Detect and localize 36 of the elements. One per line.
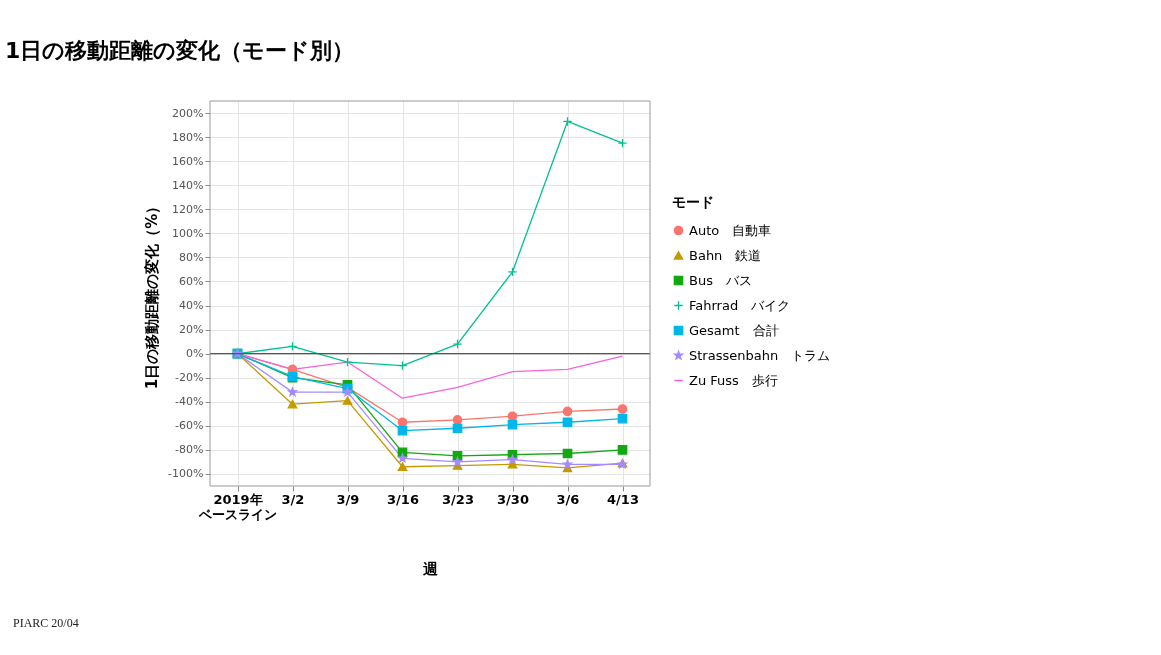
legend-label: Gesamt 合計: [689, 322, 779, 338]
y-tick-label: 60%: [179, 274, 204, 288]
x-tick-label: 3/6: [556, 491, 580, 507]
y-tick-label: 200%: [172, 106, 204, 120]
legend-title: モード: [672, 194, 714, 210]
legend-label: Bahn 鉄道: [689, 247, 762, 263]
x-tick-label: 2019年ベースライン: [198, 491, 277, 522]
chart-title: 1日の移動距離の変化（モード別）: [5, 38, 355, 63]
legend-label: Auto 自動車: [689, 222, 772, 238]
y-tick-label: -60%: [175, 419, 204, 433]
x-tick-label: 3/16: [387, 491, 419, 507]
y-tick-label: -100%: [168, 467, 204, 481]
x-tick-label: 4/13: [607, 491, 639, 507]
y-tick-label: 180%: [172, 130, 204, 144]
y-tick-label: 120%: [172, 202, 204, 216]
x-tick-label: 3/30: [497, 491, 529, 507]
legend-label: Zu Fuss 歩行: [689, 372, 778, 388]
x-tick-label: 3/9: [336, 491, 360, 507]
y-tick-label: -80%: [175, 443, 204, 457]
x-axis-title: 週: [422, 559, 439, 578]
y-tick-label: 100%: [172, 226, 204, 240]
text: PIARC 20/04: [13, 616, 79, 630]
y-axis-title: 1日の移動距離の変化（%）: [143, 198, 162, 390]
y-tick-label: -40%: [175, 395, 204, 409]
y-tick-label: -20%: [175, 371, 204, 385]
y-tick-label: 160%: [172, 154, 204, 168]
legend-label: Strassenbahn トラム: [689, 347, 831, 363]
legend-label: Bus バス: [689, 272, 752, 288]
y-tick-label: 80%: [179, 250, 204, 264]
x-tick-label: 3/2: [281, 491, 305, 507]
y-tick-label: 20%: [179, 323, 204, 337]
y-tick-label: 140%: [172, 178, 204, 192]
legend-label: Fahrrad バイク: [689, 297, 791, 313]
x-tick-label: 3/23: [442, 491, 474, 507]
y-tick-label: 0%: [186, 347, 204, 361]
y-tick-label: 40%: [179, 299, 204, 313]
